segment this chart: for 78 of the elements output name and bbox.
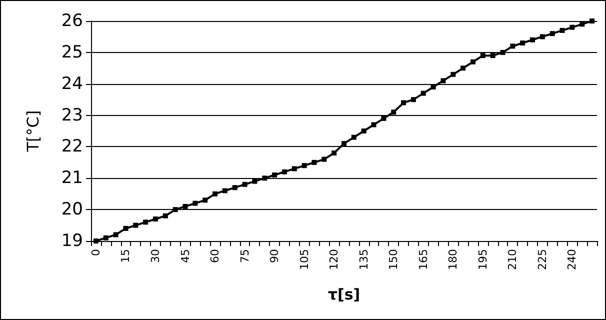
point xyxy=(371,122,376,128)
point xyxy=(490,53,496,58)
point xyxy=(351,134,356,140)
y-tick-label: 20 xyxy=(61,200,83,220)
point xyxy=(282,169,287,174)
y-tick-label: 19 xyxy=(61,231,83,251)
point xyxy=(550,31,555,36)
y-tick-label: 25 xyxy=(61,42,83,62)
point xyxy=(272,172,278,178)
point xyxy=(182,204,188,209)
point xyxy=(540,34,545,40)
point xyxy=(172,207,178,212)
point xyxy=(133,222,138,228)
x-tick-label: 0 xyxy=(89,249,102,256)
point xyxy=(381,116,386,121)
x-tick-label: 15 xyxy=(119,249,132,263)
point xyxy=(560,28,565,33)
point xyxy=(322,156,327,162)
point xyxy=(212,191,218,196)
y-tick-label: 21 xyxy=(61,168,83,188)
point xyxy=(590,18,595,24)
point xyxy=(93,238,98,244)
x-tick-label: 165 xyxy=(416,249,430,270)
point xyxy=(152,216,158,222)
x-tick-label: 240 xyxy=(566,249,579,270)
x-tick-label: 105 xyxy=(298,249,311,270)
point xyxy=(401,100,406,106)
x-tick-label: 210 xyxy=(506,249,520,270)
point xyxy=(580,22,585,27)
x-tick-label: 30 xyxy=(148,249,162,263)
point xyxy=(143,220,148,225)
point xyxy=(470,59,476,64)
point xyxy=(123,226,128,231)
y-tick-label: 24 xyxy=(61,74,83,94)
x-tick-label: 225 xyxy=(536,249,549,270)
point xyxy=(162,213,168,218)
point xyxy=(440,78,446,84)
x-tick-label: 120 xyxy=(328,249,341,270)
point xyxy=(410,97,416,102)
point xyxy=(252,178,258,184)
point xyxy=(480,53,486,58)
point xyxy=(420,90,426,96)
point xyxy=(242,182,248,187)
point xyxy=(391,110,396,115)
point xyxy=(430,84,436,90)
point xyxy=(332,150,337,156)
point xyxy=(103,235,108,240)
point xyxy=(312,160,317,165)
point xyxy=(113,232,118,238)
x-tick-label: 75 xyxy=(238,249,252,263)
point xyxy=(192,200,198,206)
point xyxy=(262,176,268,181)
point xyxy=(530,37,536,42)
y-tick-label: 23 xyxy=(61,105,83,126)
point xyxy=(342,141,346,146)
point xyxy=(500,50,506,55)
y-tick-label: 22 xyxy=(61,136,83,157)
x-tick-label: 135 xyxy=(357,249,370,270)
point xyxy=(232,185,238,190)
point xyxy=(361,128,366,134)
x-tick-label: 150 xyxy=(387,249,400,270)
point xyxy=(570,24,575,30)
y-tick-label: 26 xyxy=(61,11,83,31)
point xyxy=(510,44,516,49)
x-axis-title: τ[s] xyxy=(328,286,360,304)
point xyxy=(222,188,228,194)
point xyxy=(520,40,526,46)
y-axis-title: T[°C] xyxy=(24,110,42,153)
x-tick-label: 180 xyxy=(446,249,460,270)
point xyxy=(450,72,456,77)
point xyxy=(292,166,297,172)
point xyxy=(302,163,307,168)
x-tick-label: 45 xyxy=(178,249,192,263)
x-tick-label: 195 xyxy=(476,249,490,270)
x-tick-label: 90 xyxy=(268,249,282,263)
point xyxy=(202,198,208,203)
point xyxy=(460,66,466,71)
x-tick-label: 60 xyxy=(208,249,222,263)
